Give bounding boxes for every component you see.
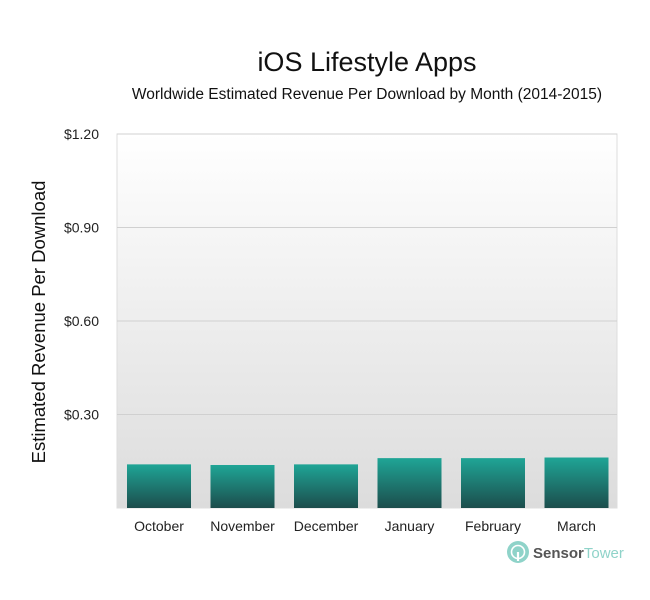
bars [127, 457, 609, 508]
chart-subtitle: Worldwide Estimated Revenue Per Download… [132, 86, 602, 103]
x-axis-categories: October November December January February Ma… [134, 518, 596, 534]
x-category-label: January [385, 518, 435, 534]
y-tick-label: $0.60 [64, 313, 99, 329]
grid-lines [117, 133, 617, 415]
bar-october [127, 464, 191, 508]
brand-name-part1: Sensor [533, 545, 584, 562]
x-category-label: February [465, 518, 521, 534]
brand-name-part2: Tower [584, 545, 624, 562]
bar-march [544, 457, 609, 508]
y-axis-label: Estimated Revenue Per Download [28, 181, 49, 464]
x-category-label: March [557, 518, 596, 534]
y-tick-label: $0.90 [64, 220, 99, 236]
x-category-label: November [210, 518, 275, 534]
y-axis-ticks: $0.30 $0.60 $0.90 $1.20 [64, 126, 99, 423]
chart-title: iOS Lifestyle Apps [257, 47, 476, 77]
y-tick-label: $1.20 [64, 126, 99, 142]
sensor-tower-logo: SensorTower [507, 541, 624, 563]
bar-november [210, 464, 275, 508]
y-tick-label: $0.30 [64, 407, 99, 423]
x-category-label: December [294, 518, 359, 534]
sensor-tower-logo-icon [507, 541, 529, 563]
bar-january [377, 458, 442, 508]
bar-february [461, 458, 525, 508]
x-category-label: October [134, 518, 184, 534]
bar-december [294, 464, 358, 508]
brand-name: SensorTower [533, 545, 624, 562]
